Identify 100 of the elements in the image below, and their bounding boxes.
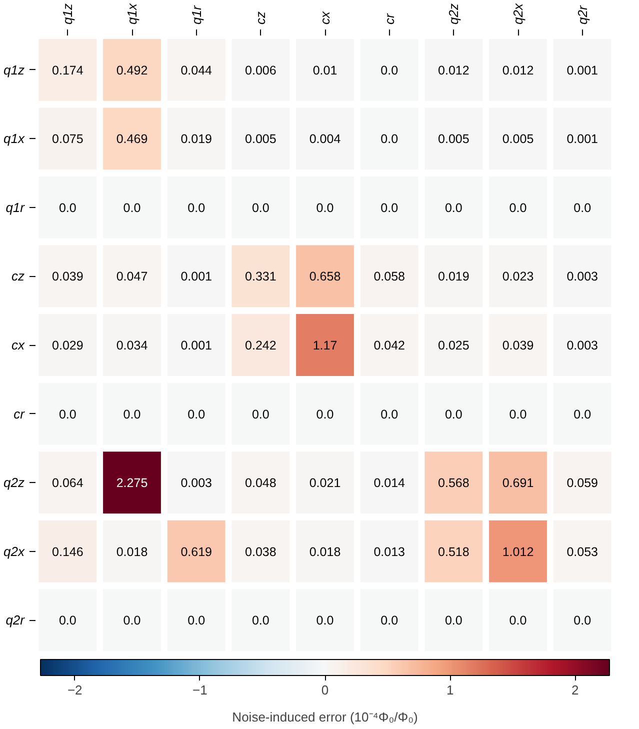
- color-bar-label: 2: [571, 682, 579, 698]
- data-label: 0.001: [566, 132, 598, 146]
- data-label: 0.691: [502, 476, 534, 490]
- data-label: 0.0: [58, 614, 76, 628]
- data-label: 0.0: [444, 614, 462, 628]
- data-label: 0.0: [380, 132, 398, 146]
- data-label: 0.0: [123, 200, 141, 215]
- data-label: 0.039: [502, 338, 534, 352]
- data-label: 0.0: [316, 614, 334, 628]
- data-label: 0.0: [58, 200, 76, 215]
- data-label: 0.0: [509, 407, 527, 422]
- x-tick-label: q1x: [124, 3, 140, 24]
- x-tick-label: q1z: [60, 3, 76, 24]
- data-label: 0.003: [180, 476, 212, 490]
- x-tick-label: q2x: [510, 3, 526, 24]
- data-label: 0.658: [309, 270, 341, 284]
- y-tick-label: q1x: [4, 131, 25, 146]
- data-label: 0.0: [444, 200, 462, 215]
- data-label: 0.025: [438, 338, 470, 352]
- data-label: 0.0: [380, 200, 398, 215]
- data-label: 0.012: [438, 63, 470, 78]
- data-label: 0.0: [188, 200, 206, 215]
- data-label: 1.17: [312, 338, 338, 352]
- data-label: 0.146: [52, 544, 84, 559]
- data-label: 0.005: [438, 132, 470, 146]
- data-label: 0.029: [52, 338, 84, 352]
- color-bar-label: 1: [446, 682, 454, 698]
- data-label: 0.469: [116, 132, 148, 146]
- data-label: 0.0: [58, 407, 76, 422]
- x-tick-label: cz: [253, 11, 268, 24]
- y-tick-label: cx: [12, 338, 25, 352]
- y-tick-label: q2z: [4, 475, 25, 490]
- data-label: 0.0: [252, 614, 270, 628]
- data-label: 1.012: [502, 544, 534, 559]
- data-label: 0.006: [245, 63, 276, 78]
- data-label: 0.0: [509, 200, 527, 215]
- data-label: 0.331: [245, 270, 276, 284]
- color-bar-title: Noise-induced error (10⁻⁴Φ₀/Φ₀): [232, 710, 418, 724]
- data-label: 0.174: [52, 63, 84, 78]
- data-label: 0.0: [574, 407, 592, 422]
- data-label: 0.038: [245, 544, 276, 559]
- data-label: 0.492: [116, 63, 148, 78]
- y-tick-label: q2x: [4, 544, 25, 559]
- data-label: 0.0: [123, 407, 141, 422]
- x-tick-label: q1r: [188, 5, 204, 24]
- data-label: 0.018: [116, 544, 148, 559]
- data-label: 0.0: [252, 200, 270, 215]
- data-label: 0.0: [316, 200, 334, 215]
- data-label: 0.003: [566, 338, 598, 352]
- data-label: 0.042: [374, 338, 406, 352]
- data-label: 0.0: [316, 407, 334, 422]
- x-tick-label: cx: [318, 11, 332, 24]
- data-label: 0.012: [502, 63, 534, 78]
- data-label: 0.001: [566, 63, 598, 78]
- data-label: 0.013: [374, 544, 406, 559]
- data-label: 0.019: [438, 270, 470, 284]
- data-label: 0.518: [438, 544, 470, 559]
- data-label: 0.034: [116, 338, 148, 352]
- data-label: 0.0: [380, 407, 398, 422]
- data-label: 0.242: [245, 338, 276, 352]
- data-label: 0.053: [566, 544, 598, 559]
- x-tick-label: q2r: [574, 5, 590, 24]
- color-bar-label: 0: [321, 682, 329, 698]
- data-label: 0.0: [444, 407, 462, 422]
- data-label: 0.044: [180, 63, 212, 78]
- data-label: 0.064: [52, 476, 84, 490]
- x-tick-label: q2z: [446, 3, 462, 24]
- data-label: 0.058: [374, 270, 406, 284]
- x-tick-label: cr: [382, 13, 397, 24]
- data-label: 0.047: [116, 270, 148, 284]
- data-label: 0.568: [438, 476, 470, 490]
- data-label: 0.0: [574, 614, 592, 628]
- data-label: 0.003: [566, 270, 598, 284]
- y-tick-label: q2r: [6, 612, 26, 628]
- data-label: 0.001: [180, 338, 212, 352]
- y-tick-label: cz: [12, 268, 25, 284]
- data-label: 0.0: [574, 200, 592, 215]
- data-label: 0.004: [309, 132, 341, 146]
- data-label: 0.018: [309, 544, 341, 559]
- data-label: 0.048: [245, 476, 276, 490]
- y-tick-label: q1z: [4, 62, 25, 78]
- color-bar-label: −2: [67, 682, 82, 698]
- data-label: 0.005: [245, 132, 276, 146]
- data-label: 0.021: [309, 476, 341, 490]
- data-label: 0.0: [380, 614, 398, 628]
- data-label: 0.059: [566, 476, 598, 490]
- data-label: 0.075: [52, 132, 84, 146]
- data-label: 0.0: [509, 614, 527, 628]
- data-label: 0.0: [188, 407, 206, 422]
- data-label: 0.0: [380, 63, 398, 78]
- data-label: 0.039: [52, 270, 84, 284]
- data-label: 0.0: [188, 614, 206, 628]
- y-tick-label: cr: [14, 406, 26, 422]
- data-label: 0.619: [180, 544, 212, 559]
- y-tick-label: q1r: [6, 200, 26, 215]
- data-label: 0.0: [123, 614, 141, 628]
- data-label: 0.0: [252, 407, 270, 422]
- data-label: 0.019: [180, 132, 212, 146]
- data-label: 0.014: [374, 476, 406, 490]
- data-label: 0.023: [502, 270, 534, 284]
